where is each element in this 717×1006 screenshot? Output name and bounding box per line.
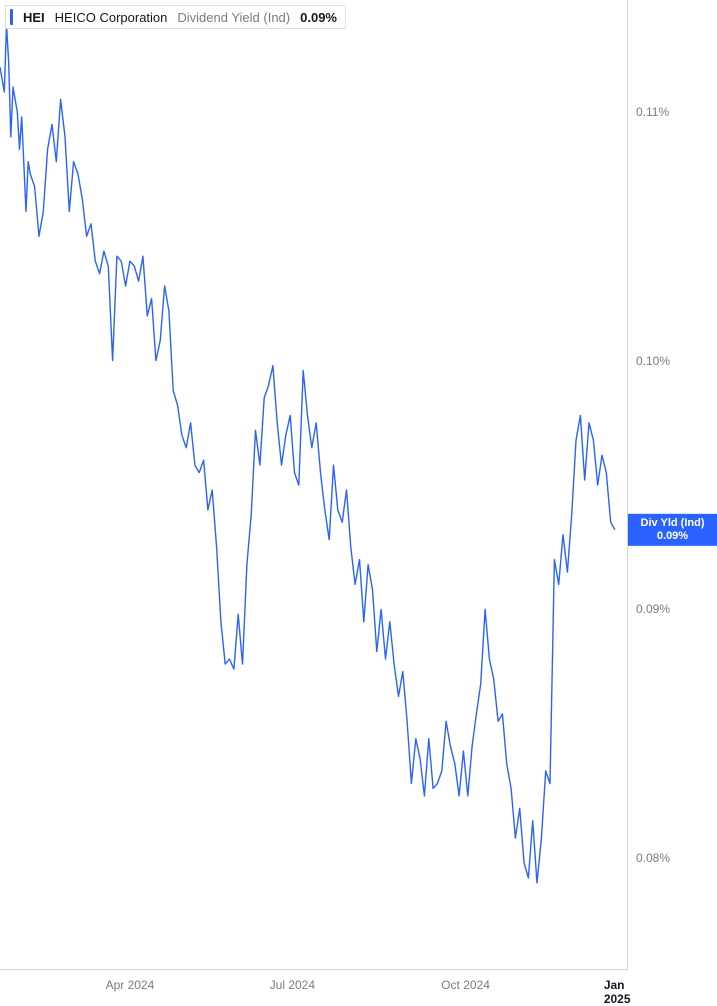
x-tick-label: Apr 2024 bbox=[106, 978, 155, 992]
company-name: HEICO Corporation bbox=[55, 10, 168, 25]
y-axis: 0.11%0.10%0.09%0.08%Div Yld (Ind)0.09% bbox=[628, 0, 717, 970]
line-chart-svg bbox=[0, 0, 628, 970]
ticker-marker bbox=[10, 9, 13, 25]
dividend-yield-line bbox=[0, 25, 615, 883]
chart-header: HEI HEICO Corporation Dividend Yield (In… bbox=[5, 5, 346, 29]
x-axis: Apr 2024 Jul 2024 Oct 2024 Jan 2025 bbox=[0, 970, 628, 1005]
x-tick-label: Jan 2025 bbox=[604, 978, 631, 1006]
metric-value: 0.09% bbox=[300, 10, 337, 25]
ticker-symbol[interactable]: HEI bbox=[23, 10, 45, 25]
y-tick-label: 0.09% bbox=[636, 602, 670, 616]
y-tick-label: 0.11% bbox=[636, 105, 669, 119]
x-tick-label: Jul 2024 bbox=[270, 978, 315, 992]
y-tick-label: 0.08% bbox=[636, 851, 670, 865]
y-tick-label: 0.10% bbox=[636, 354, 670, 368]
metric-name: Dividend Yield (Ind) bbox=[177, 10, 290, 25]
x-tick-label: Oct 2024 bbox=[441, 978, 490, 992]
price-label-title: Div Yld (Ind) bbox=[634, 517, 711, 530]
current-value-label: Div Yld (Ind)0.09% bbox=[628, 514, 717, 546]
price-label-value: 0.09% bbox=[634, 530, 711, 543]
chart-plot-area[interactable] bbox=[0, 0, 628, 970]
